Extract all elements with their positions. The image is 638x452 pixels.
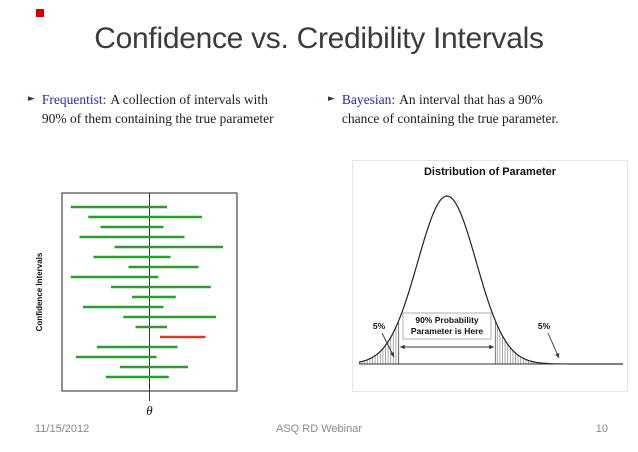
bullet-text-frequentist: A collection of intervals with 90% of th… — [41, 92, 274, 127]
bullet-term-frequentist: Frequentist: — [41, 92, 107, 107]
bullet-text-bayesian: An interval that has a 90% chance of con… — [341, 92, 559, 127]
parameter-distribution-figure: Distribution of Parameter 5% 5% 90% Probab… — [352, 160, 628, 392]
slide-accent-dot — [36, 9, 44, 17]
arrowhead — [390, 352, 394, 357]
arrowhead — [555, 353, 560, 358]
bullet-arrow-icon: ► — [328, 94, 335, 104]
bullet-term-bayesian: Bayesian: — [341, 92, 396, 107]
footer-center-text: ASQ RD Webinar — [276, 423, 362, 435]
left-tail-label: 5% — [373, 321, 386, 331]
confidence-intervals-figure: Confidence Intervals θ — [28, 183, 243, 415]
pointer-arrow — [547, 332, 560, 359]
center-label-line2: Parameter is Here — [411, 326, 484, 336]
right-tail-label: 5% — [538, 321, 551, 331]
bullet-body: Bayesian: An interval that has a 90% chan… — [342, 90, 578, 128]
bullet-frequentist: ► Frequentist: A collection of intervals … — [28, 90, 290, 128]
footer-page-number: 10 — [595, 423, 608, 435]
theta-label: θ — [146, 403, 153, 415]
center-label-box — [402, 312, 492, 340]
bullet-arrow-icon: ► — [28, 94, 35, 104]
center-label-line1: 90% Probability — [415, 315, 479, 325]
distribution-title: Distribution of Parameter — [423, 166, 557, 178]
y-axis-label: Confidence Intervals — [35, 252, 44, 331]
footer-date: 11/15/2012 — [35, 423, 90, 435]
confidence-intervals-chart: Confidence Intervals θ — [35, 192, 238, 415]
arrowhead — [400, 344, 405, 350]
slide-title: Confidence vs. Credibility Intervals — [94, 22, 544, 55]
arrowhead — [489, 344, 494, 350]
left-tail-shading — [359, 323, 399, 364]
bullet-bayesian: ► Bayesian: An interval that has a 90% ch… — [328, 90, 578, 128]
bullet-body: Frequentist: A collection of intervals wi… — [42, 90, 290, 128]
right-tail-shading — [495, 320, 623, 364]
